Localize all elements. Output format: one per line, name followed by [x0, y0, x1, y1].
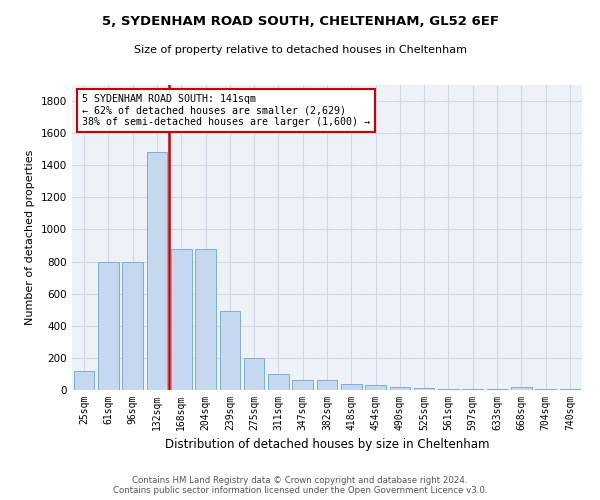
Bar — [438, 388, 459, 390]
Bar — [195, 248, 216, 390]
Bar — [171, 248, 191, 390]
Bar — [365, 385, 386, 390]
Bar — [463, 388, 483, 390]
Bar — [146, 152, 167, 390]
Bar — [560, 388, 580, 390]
Bar — [98, 262, 119, 390]
Bar — [389, 387, 410, 390]
Bar — [317, 380, 337, 390]
Bar — [414, 388, 434, 390]
Bar — [220, 312, 240, 390]
X-axis label: Distribution of detached houses by size in Cheltenham: Distribution of detached houses by size … — [165, 438, 489, 452]
Bar — [487, 388, 508, 390]
Bar — [268, 374, 289, 390]
Text: 5, SYDENHAM ROAD SOUTH, CHELTENHAM, GL52 6EF: 5, SYDENHAM ROAD SOUTH, CHELTENHAM, GL52… — [101, 15, 499, 28]
Bar — [511, 387, 532, 390]
Bar — [74, 370, 94, 390]
Text: 5 SYDENHAM ROAD SOUTH: 141sqm
← 62% of detached houses are smaller (2,629)
38% o: 5 SYDENHAM ROAD SOUTH: 141sqm ← 62% of d… — [82, 94, 370, 128]
Text: Size of property relative to detached houses in Cheltenham: Size of property relative to detached ho… — [133, 45, 467, 55]
Bar — [535, 388, 556, 390]
Y-axis label: Number of detached properties: Number of detached properties — [25, 150, 35, 325]
Text: Contains HM Land Registry data © Crown copyright and database right 2024.
Contai: Contains HM Land Registry data © Crown c… — [113, 476, 487, 495]
Bar — [122, 262, 143, 390]
Bar — [244, 358, 265, 390]
Bar — [341, 384, 362, 390]
Bar — [292, 380, 313, 390]
